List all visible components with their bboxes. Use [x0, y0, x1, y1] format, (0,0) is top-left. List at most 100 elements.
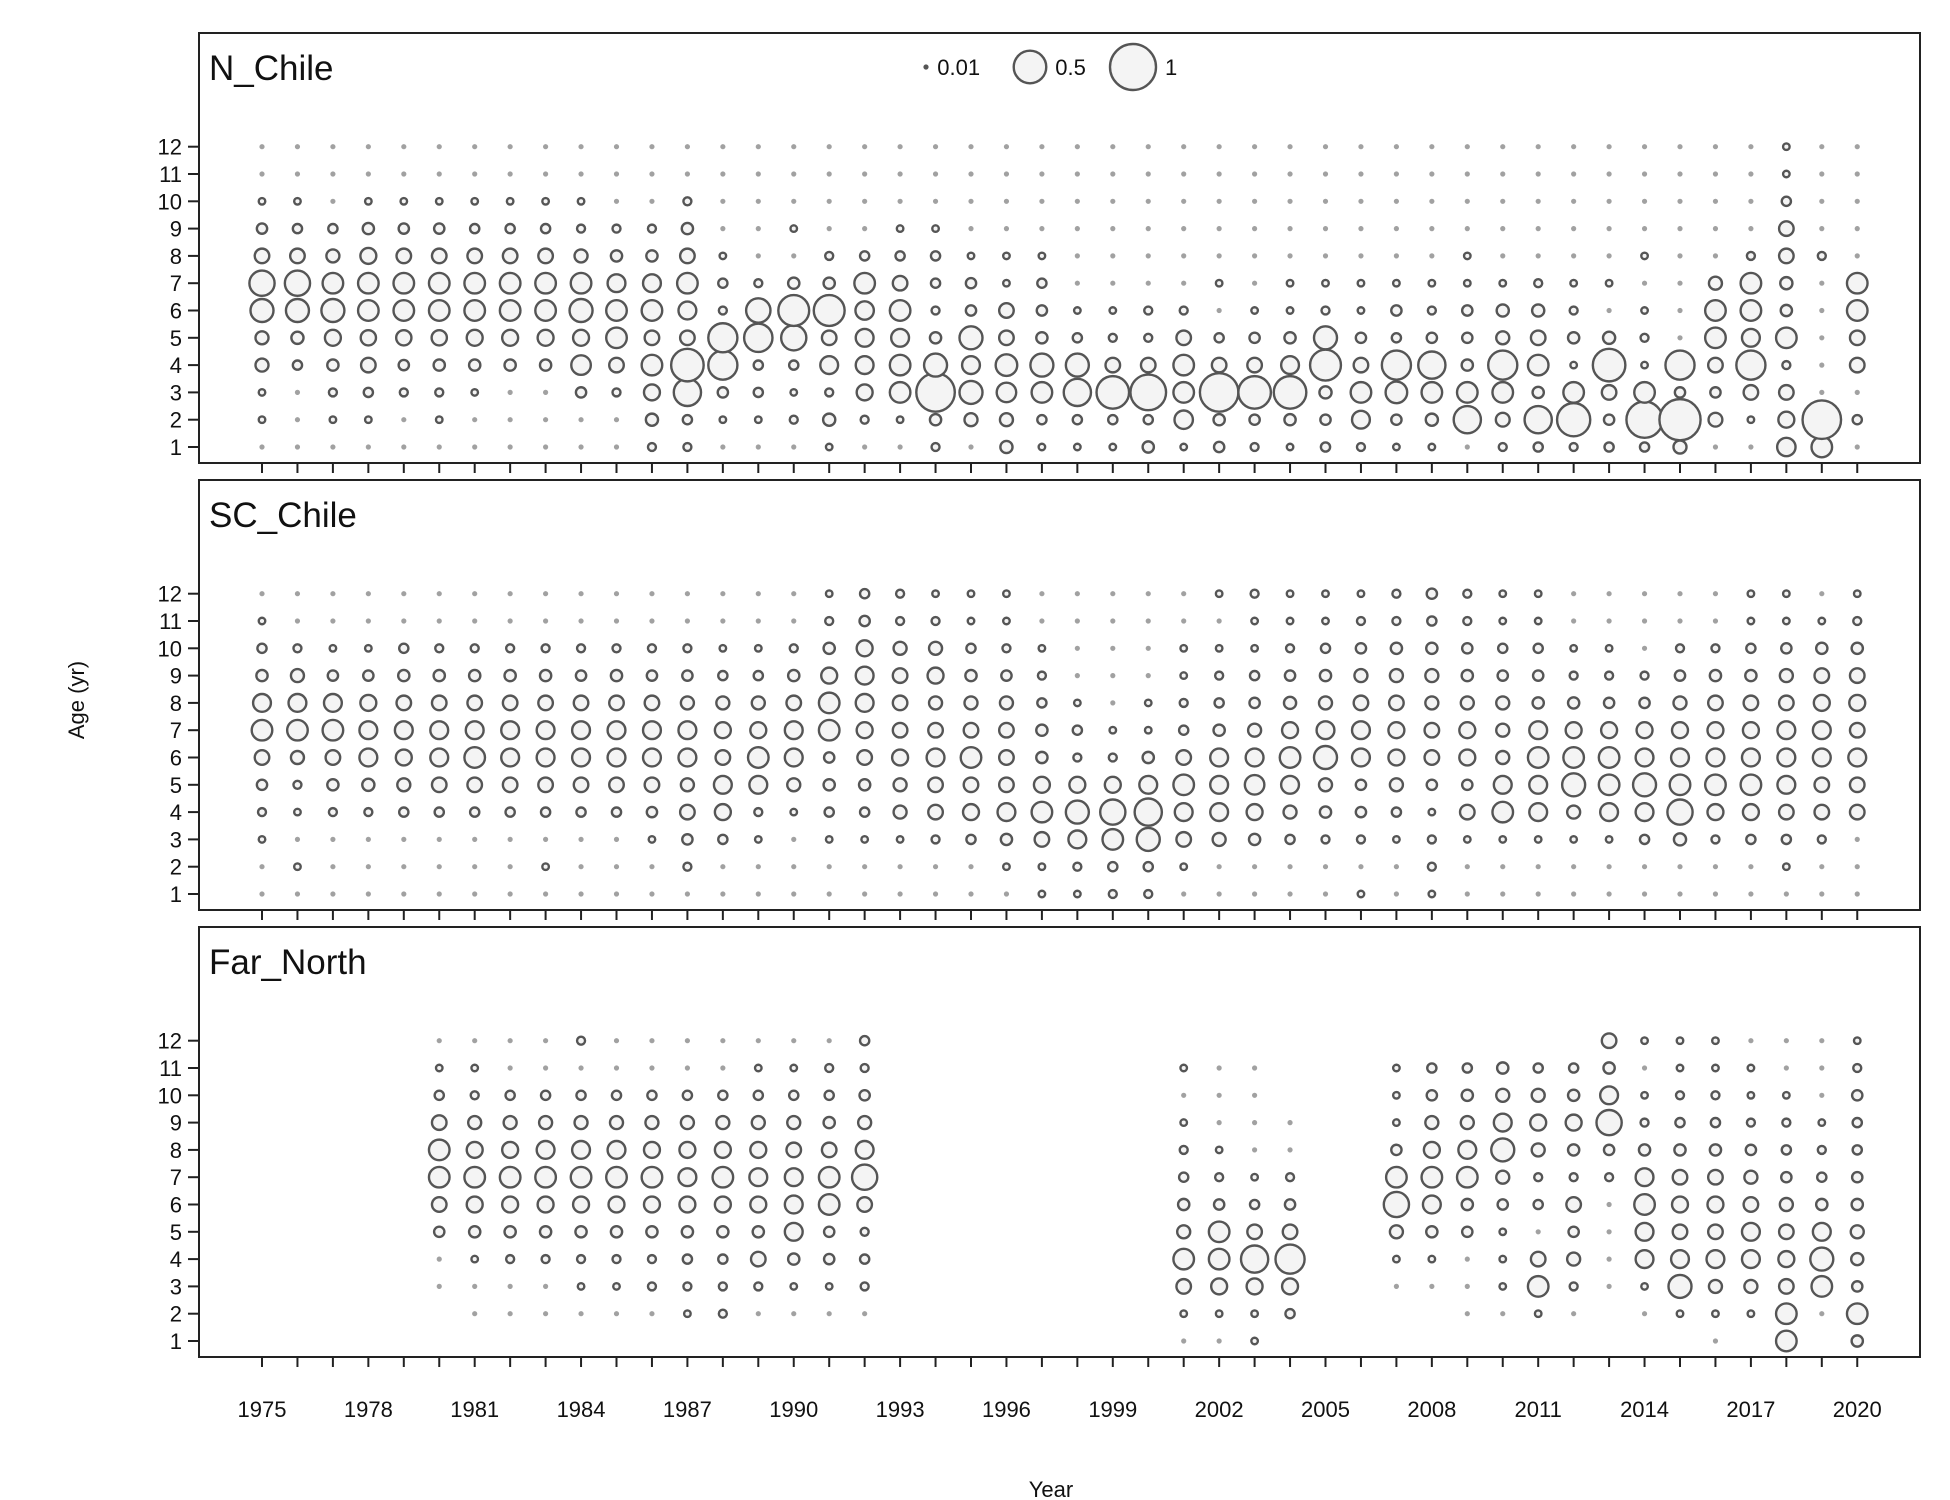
bubble — [1322, 253, 1329, 259]
bubble — [1819, 591, 1825, 597]
bubble — [855, 383, 874, 402]
bubble — [1287, 253, 1293, 259]
bubble — [1845, 1302, 1869, 1326]
bubble — [1606, 226, 1612, 232]
bubble — [507, 1283, 513, 1289]
bubble — [606, 1139, 627, 1161]
bubble — [1460, 331, 1474, 345]
bubble — [1319, 642, 1332, 655]
bubble — [1107, 888, 1118, 900]
bubble — [1571, 891, 1577, 897]
bubble — [755, 198, 761, 204]
bubble — [466, 776, 484, 794]
bubble — [1816, 834, 1827, 845]
bubble — [1001, 589, 1011, 599]
bubble — [1422, 1140, 1442, 1160]
bubble — [1533, 589, 1543, 599]
bubble — [1638, 441, 1651, 453]
bubble — [503, 358, 517, 372]
bubble — [1571, 1311, 1577, 1317]
bubble — [464, 720, 485, 741]
bubble — [1850, 1334, 1865, 1348]
bubble — [1816, 250, 1827, 262]
bubble — [1640, 360, 1650, 370]
bubble — [821, 412, 837, 427]
bubble — [1462, 834, 1472, 844]
bubble — [1819, 1038, 1825, 1044]
bubble — [927, 776, 945, 794]
bubble — [681, 1089, 694, 1102]
bubble — [968, 864, 974, 870]
bubble — [1567, 1062, 1580, 1074]
bubble — [1460, 778, 1474, 792]
bubble — [748, 1167, 769, 1188]
bubble — [791, 618, 797, 624]
bubble — [1145, 171, 1151, 177]
bubble — [1462, 278, 1472, 288]
bubble — [356, 271, 380, 295]
bubble — [788, 643, 799, 654]
bubble — [649, 618, 655, 624]
bubble — [1138, 774, 1159, 795]
bubble — [1035, 723, 1049, 738]
bubble — [472, 417, 478, 423]
bubble — [1003, 226, 1010, 232]
bubble — [1705, 747, 1726, 768]
bubble — [507, 591, 513, 597]
bubble — [791, 198, 797, 204]
bubble — [791, 591, 797, 597]
bubble — [1854, 836, 1860, 843]
bubble — [677, 720, 698, 741]
bubble — [644, 1114, 660, 1131]
bubble — [826, 1311, 832, 1317]
bubble — [1848, 356, 1866, 374]
bubble — [542, 444, 549, 450]
bubble — [1425, 641, 1439, 656]
bubble — [1603, 441, 1615, 453]
bubble — [1566, 1088, 1581, 1103]
bubble — [436, 1038, 442, 1044]
bubble — [575, 1035, 587, 1046]
bubble — [1003, 198, 1010, 204]
bubble — [786, 276, 801, 291]
bubble — [682, 643, 693, 654]
bubble — [541, 862, 551, 872]
bubble — [1250, 616, 1260, 626]
bubble — [324, 749, 342, 766]
bubble — [707, 322, 739, 354]
bubble — [1110, 672, 1116, 679]
bubble — [826, 864, 832, 870]
bubble — [578, 864, 584, 870]
bubble — [826, 891, 832, 897]
bubble — [535, 1139, 556, 1161]
bubble — [640, 1165, 664, 1189]
bubble — [1283, 330, 1297, 345]
bubble — [964, 668, 978, 683]
bubble — [571, 328, 591, 347]
bubble — [1710, 1309, 1720, 1319]
bubble — [256, 806, 268, 818]
y-tick-label: 10 — [158, 189, 182, 214]
bubble — [858, 614, 871, 628]
bubble — [714, 749, 732, 766]
bubble — [540, 1253, 551, 1265]
bubble — [1712, 591, 1719, 597]
bubble — [1246, 1223, 1264, 1241]
bubble — [613, 171, 620, 177]
bubble — [1603, 670, 1615, 681]
y-tick-label: 9 — [170, 664, 182, 689]
bubble — [1426, 861, 1438, 872]
bubble — [826, 144, 832, 150]
bubble — [789, 387, 799, 397]
bubble — [1181, 618, 1187, 624]
bubble — [534, 299, 558, 322]
bubble — [575, 643, 587, 654]
bubble — [1354, 641, 1368, 655]
bubble — [966, 251, 976, 261]
bubble — [1429, 198, 1435, 204]
bubble — [436, 1283, 442, 1289]
bubble — [925, 747, 946, 768]
bubble — [1533, 834, 1543, 844]
bubble — [1569, 278, 1579, 288]
bubble — [930, 441, 941, 453]
